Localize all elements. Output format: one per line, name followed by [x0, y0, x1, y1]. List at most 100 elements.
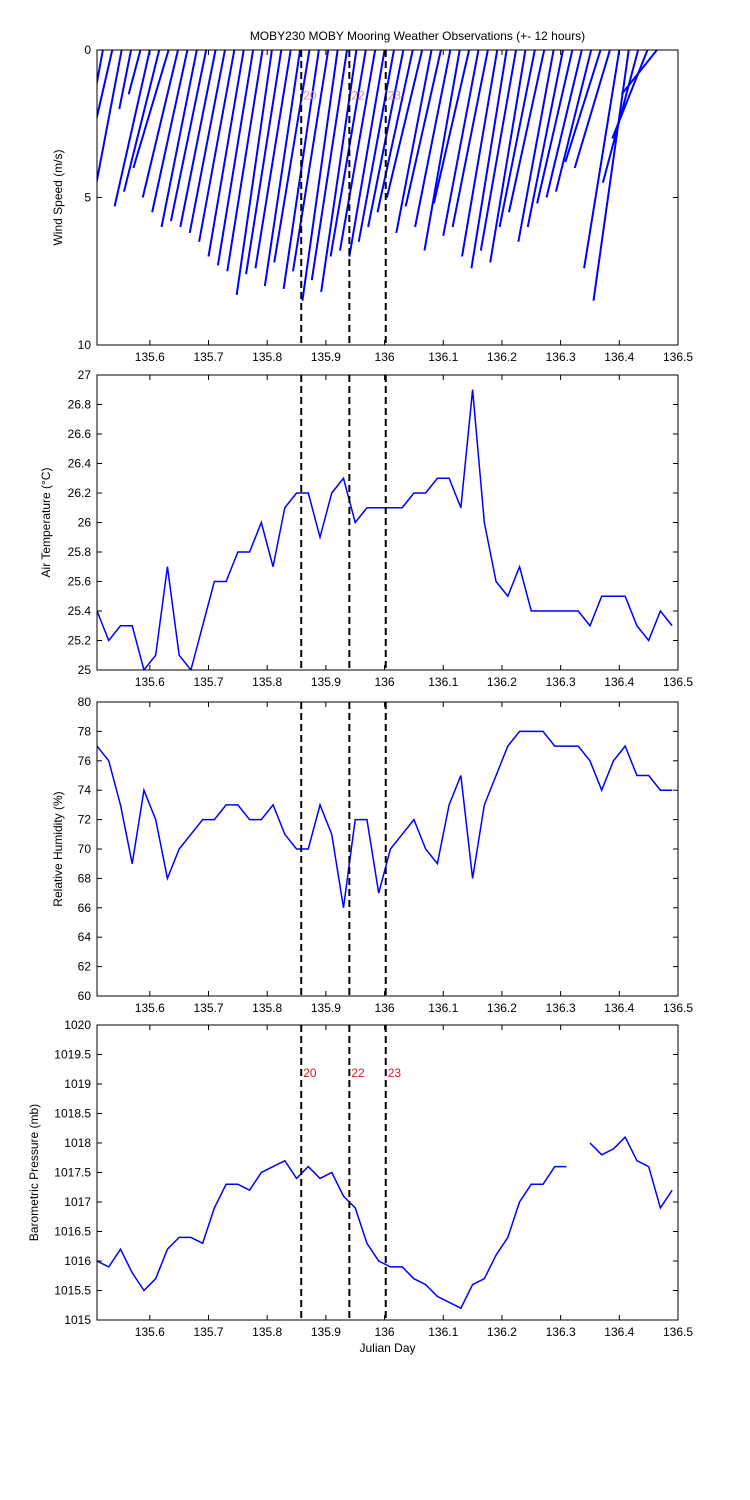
x-tick-label: 135.7	[193, 350, 223, 364]
wind-stick	[536, 50, 574, 204]
x-tick-label: 136	[375, 675, 395, 689]
wind-stick	[207, 50, 245, 257]
wind-stick	[254, 50, 292, 269]
x-tick-label: 136.3	[546, 1325, 576, 1339]
x-tick-label: 135.6	[135, 1001, 165, 1015]
wind-stick	[442, 50, 480, 237]
event-label: 22	[351, 88, 365, 102]
x-tick-label: 136.4	[604, 350, 634, 364]
y-tick-label: 26.6	[68, 427, 92, 441]
x-tick-label: 136.1	[428, 1001, 458, 1015]
y-tick-label: 1017	[64, 1195, 91, 1209]
y-axis-label: Air Temperature (°C)	[39, 468, 53, 578]
x-tick-label: 135.9	[311, 1325, 341, 1339]
chart-title: MOBY230 MOBY Mooring Weather Observation…	[250, 29, 585, 43]
x-tick-label: 136.4	[604, 1325, 634, 1339]
x-tick-label: 136.5	[663, 350, 693, 364]
x-tick-label: 136.5	[663, 675, 693, 689]
wind-stick	[301, 50, 339, 301]
event-label: 20	[303, 88, 317, 102]
event-label: 23	[388, 1066, 402, 1080]
x-tick-label: 135.8	[252, 675, 282, 689]
wind-stick	[573, 50, 611, 169]
wind-stick	[179, 50, 217, 228]
x-tick-label: 136.5	[663, 1325, 693, 1339]
y-tick-label: 1018.5	[54, 1107, 91, 1121]
wind-stick	[235, 50, 273, 295]
plot-area	[97, 375, 678, 670]
wind-stick	[470, 50, 508, 269]
y-tick-label: 25	[78, 663, 92, 677]
wind-stick	[97, 50, 114, 121]
wind-stick	[498, 50, 536, 228]
event-label: 22	[351, 1066, 365, 1080]
series-line	[97, 389, 673, 670]
wind-stick	[385, 50, 424, 198]
wind-stick	[432, 50, 471, 204]
y-tick-label: 25.4	[68, 604, 92, 618]
y-tick-label: 1016	[64, 1254, 91, 1268]
series-line	[97, 730, 673, 908]
y-tick-label: 25.2	[68, 634, 92, 648]
y-tick-label: 80	[78, 695, 92, 709]
wind-stick	[545, 50, 583, 198]
wind-stick	[151, 50, 189, 213]
y-tick-label: 26.4	[68, 457, 92, 471]
wind-stick	[273, 50, 311, 263]
y-tick-label: 26.8	[68, 398, 92, 412]
wind-stick	[320, 50, 358, 293]
x-tick-label: 135.7	[193, 675, 223, 689]
x-tick-label: 136.1	[428, 350, 458, 364]
x-tick-label: 136.4	[604, 1001, 634, 1015]
plot-content	[97, 730, 673, 908]
x-tick-label: 136.3	[546, 1001, 576, 1015]
wind-stick	[395, 50, 433, 234]
y-tick-label: 72	[78, 813, 92, 827]
wind-stick	[123, 50, 161, 192]
wind-stick	[376, 50, 414, 213]
y-axis-label: Relative Humidity (%)	[51, 791, 65, 906]
wind-stick	[357, 50, 395, 242]
x-tick-label: 135.7	[193, 1325, 223, 1339]
y-tick-label: 78	[78, 724, 92, 738]
x-tick-label: 135.9	[311, 675, 341, 689]
y-tick-label: 60	[78, 989, 92, 1003]
y-tick-label: 26	[78, 516, 92, 530]
x-tick-label: 135.6	[135, 350, 165, 364]
wind-stick	[141, 50, 179, 198]
x-tick-label: 136.2	[487, 1001, 517, 1015]
x-tick-label: 136.2	[487, 1325, 517, 1339]
wind-stick	[451, 50, 489, 228]
y-tick-label: 10	[78, 338, 92, 352]
wind-stick	[611, 50, 649, 139]
y-tick-label: 1015.5	[54, 1284, 91, 1298]
wind-stick	[620, 50, 658, 95]
event-label: 23	[388, 88, 402, 102]
x-tick-label: 136.5	[663, 1001, 693, 1015]
y-axis-label: Wind Speed (m/s)	[51, 149, 65, 245]
y-tick-label: 5	[84, 191, 91, 205]
y-tick-label: 1017.5	[54, 1166, 91, 1180]
plot-area	[97, 702, 678, 996]
y-tick-label: 25.8	[68, 545, 92, 559]
plot-content	[97, 1135, 673, 1310]
wind-stick	[348, 50, 386, 257]
x-tick-label: 136.2	[487, 350, 517, 364]
wind-stick	[517, 50, 555, 242]
x-tick-label: 135.9	[311, 1001, 341, 1015]
series-line	[97, 1135, 673, 1310]
wind-stick	[423, 50, 461, 251]
wind-stick	[118, 50, 133, 110]
x-tick-label: 136.3	[546, 675, 576, 689]
wind-stick	[245, 50, 283, 275]
y-tick-label: 1019	[64, 1077, 91, 1091]
x-tick-label: 135.8	[252, 350, 282, 364]
x-tick-label: 135.7	[193, 1001, 223, 1015]
wind-stick	[226, 50, 264, 272]
y-tick-label: 68	[78, 871, 92, 885]
x-tick-label: 135.8	[252, 1001, 282, 1015]
wind-stick	[160, 50, 198, 228]
y-tick-label: 1019.5	[54, 1048, 91, 1062]
plot-area	[97, 1025, 678, 1320]
x-tick-label: 136	[375, 350, 395, 364]
